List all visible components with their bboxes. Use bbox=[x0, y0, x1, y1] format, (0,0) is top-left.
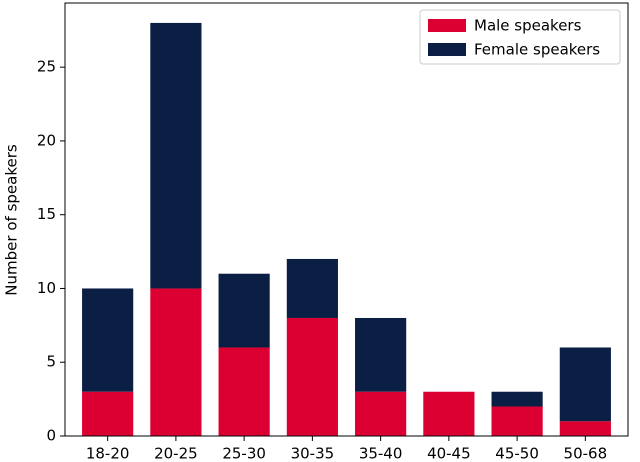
bar-segment bbox=[82, 288, 134, 392]
bar-segment bbox=[286, 258, 338, 318]
x-tick-label: 25-30 bbox=[222, 445, 266, 462]
x-tick-label: 35-40 bbox=[359, 445, 403, 462]
y-tick-label: 5 bbox=[46, 353, 56, 371]
x-tick-label: 20-25 bbox=[154, 445, 198, 462]
bar-segment bbox=[150, 288, 202, 436]
bar-segment bbox=[491, 406, 543, 436]
axes-frame bbox=[64, 2, 629, 437]
y-tick-label: 20 bbox=[37, 131, 56, 149]
y-tick-label: 15 bbox=[37, 205, 56, 223]
bar-segment bbox=[355, 317, 407, 392]
y-axis-label: Number of speakers bbox=[3, 144, 21, 296]
legend-box bbox=[419, 9, 621, 65]
bar-segment bbox=[355, 391, 407, 436]
y-tick-label: 25 bbox=[37, 58, 56, 76]
legend-swatch bbox=[428, 19, 466, 32]
bar-segment bbox=[491, 391, 543, 407]
bar-segment bbox=[218, 347, 270, 436]
x-tick-label: 50-68 bbox=[564, 445, 608, 462]
bar-segment bbox=[559, 347, 611, 422]
x-tick-label: 45-50 bbox=[495, 445, 539, 462]
y-tick-label: 0 bbox=[46, 427, 56, 445]
legend-label: Female speakers bbox=[474, 41, 600, 59]
bar-segment bbox=[423, 391, 475, 436]
bar-segment bbox=[559, 421, 611, 436]
y-tick-label: 10 bbox=[37, 279, 56, 297]
x-tick-label: 40-45 bbox=[427, 445, 471, 462]
bar-segment bbox=[150, 22, 202, 289]
legend-swatch bbox=[428, 43, 466, 56]
bar-segment bbox=[218, 273, 270, 348]
x-tick-label: 18-20 bbox=[86, 445, 130, 462]
bar-segment bbox=[82, 391, 134, 436]
legend-label: Male speakers bbox=[474, 17, 582, 35]
bar-segment bbox=[286, 317, 338, 436]
x-tick-label: 30-35 bbox=[291, 445, 335, 462]
